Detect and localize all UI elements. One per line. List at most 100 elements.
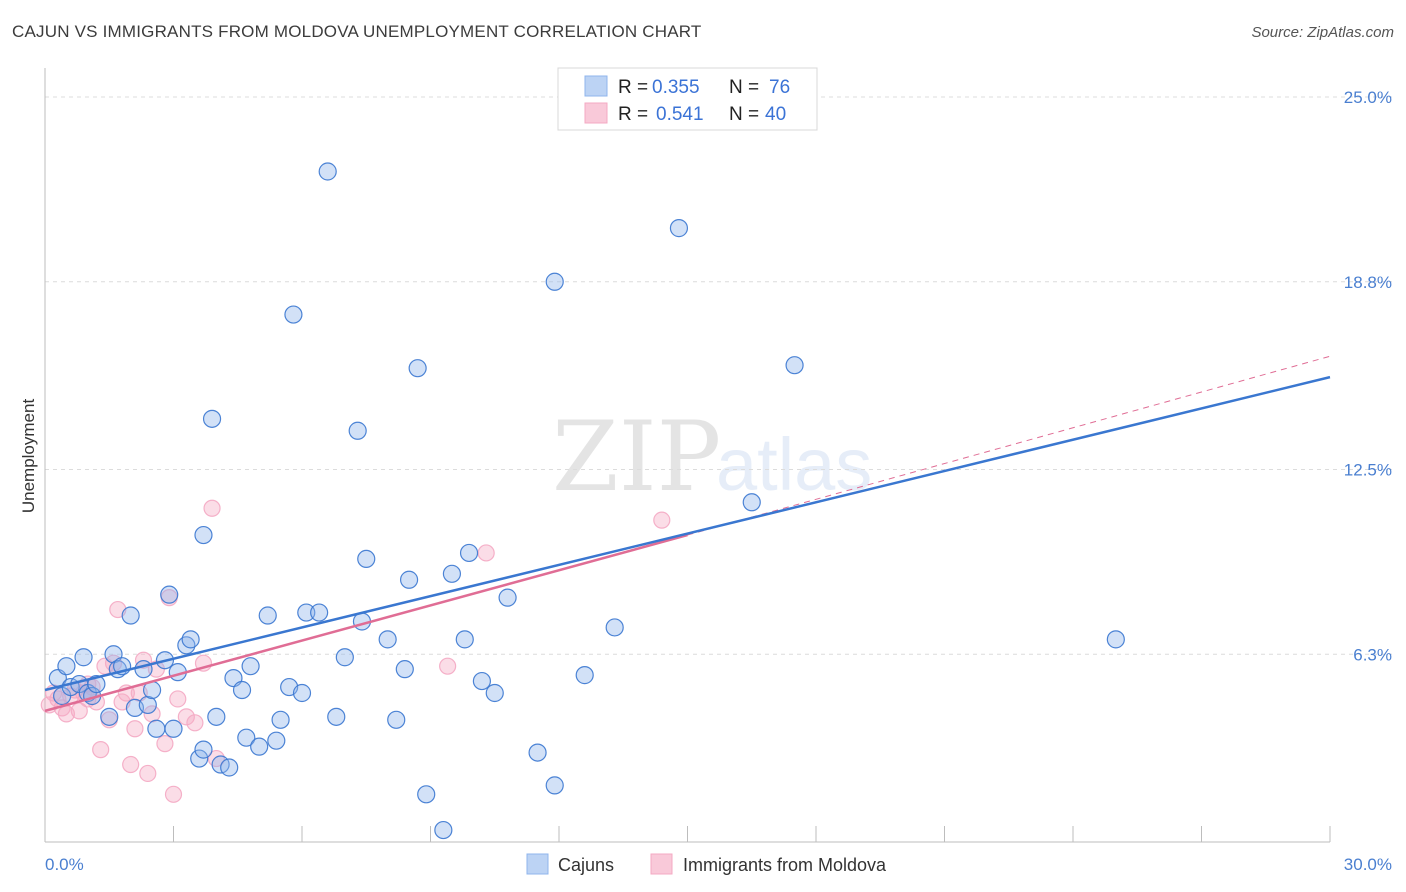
cajun-point-60: [459, 543, 479, 563]
watermark-zip: ZIP: [552, 401, 721, 513]
cajun-points: [48, 111, 1125, 840]
cajun-point-72: [785, 356, 804, 375]
cajun-point-44: [310, 603, 329, 622]
gridlines: [45, 96, 1392, 655]
moldova-regression-line: [44, 533, 688, 713]
x-tick-marks: [44, 826, 1331, 842]
moldova-point-38: [653, 511, 671, 529]
cajun-point-59: [455, 630, 474, 649]
cajun-point-66: [545, 272, 564, 291]
series-legend: Cajuns Immigrants from Moldova: [526, 853, 887, 875]
cajun-point-71: [742, 493, 761, 512]
cajun-point-16: [138, 695, 157, 715]
moldova-regression-dashed: [687, 355, 1331, 536]
cajun-point-50: [357, 549, 376, 569]
legend-r-label-1: R =: [618, 77, 648, 98]
bottom-legend-swatch-moldova: [650, 853, 673, 875]
moldova-point-27: [156, 735, 174, 753]
cajun-point-26: [194, 740, 213, 759]
cajun-point-36: [250, 737, 269, 756]
cajun-regression-line: [44, 375, 1331, 692]
cajun-point-29: [207, 707, 226, 726]
watermark: ZIP atlas: [552, 401, 872, 513]
moldova-point-20: [122, 755, 140, 774]
cajun-point-25: [190, 749, 209, 768]
cajun-point-18: [147, 719, 166, 738]
cajun-point-33: [232, 680, 252, 700]
cajun-point-45: [318, 162, 337, 181]
cajun-point-38: [267, 731, 286, 750]
cajun-point-28: [202, 409, 222, 428]
cajun-point-21: [164, 719, 183, 738]
moldova-point-36: [439, 657, 457, 675]
cajun-point-41: [284, 305, 303, 324]
y-tick-label-1: 12.5%: [1344, 461, 1392, 480]
bottom-legend-cajun: Cajuns: [558, 855, 614, 875]
cajun-point-37: [258, 606, 277, 625]
moldova-point-31: [177, 708, 195, 726]
cajun-point-2: [57, 657, 76, 676]
cajun-point-48: [348, 421, 367, 440]
cajun-point-63: [498, 588, 517, 607]
bottom-legend-swatch-cajun: [526, 853, 549, 875]
chart-title: CAJUN VS IMMIGRANTS FROM MOLDOVA UNEMPLO…: [12, 22, 702, 41]
cajun-point-53: [395, 660, 414, 679]
y-tick-labels: 6.3% 12.5% 18.8% 25.0%: [1344, 88, 1392, 664]
stats-legend: R = 0.355 N = 76 R = 0.541 N = 40: [557, 67, 818, 131]
moldova-point-7: [70, 702, 88, 720]
moldova-point-21: [126, 720, 144, 738]
moldova-point-13: [92, 741, 110, 759]
y-tick-label-3: 25.0%: [1344, 88, 1392, 107]
cajun-point-42: [292, 683, 312, 703]
cajun-point-57: [434, 820, 453, 840]
cajun-point-55: [408, 359, 427, 378]
legend-n-label-1: N =: [729, 77, 759, 98]
y-tick-label-0: 6.3%: [1353, 645, 1392, 664]
cajun-point-46: [327, 707, 346, 726]
cajun-point-31: [220, 758, 239, 777]
x-tick-label-max: 30.0%: [1344, 855, 1392, 874]
cajun-point-56: [417, 785, 436, 804]
cajun-point-15: [134, 660, 153, 679]
cajun-point-62: [485, 683, 504, 703]
regression-lines: [44, 355, 1331, 713]
cajun-point-24: [181, 630, 200, 649]
moldova-points: [40, 499, 671, 803]
y-axis-label: Unemployment: [19, 399, 38, 514]
cajun-point-27: [194, 525, 213, 545]
cajun-point-39: [271, 710, 290, 729]
source-label: Source: ZipAtlas.com: [1251, 24, 1394, 41]
cajun-point-9: [100, 707, 119, 726]
cajun-point-20: [160, 585, 179, 604]
x-tick-label-min: 0.0%: [45, 855, 84, 874]
moldova-point-37: [477, 544, 495, 562]
cajun-point-52: [387, 710, 406, 729]
moldova-point-34: [203, 499, 221, 517]
cajun-point-68: [575, 666, 594, 685]
cajun-point-58: [442, 564, 462, 583]
moldova-point-30: [169, 690, 187, 708]
cajun-point-47: [335, 648, 354, 667]
cajun-point-13: [121, 606, 140, 625]
watermark-atlas: atlas: [716, 423, 872, 506]
legend-r-label-2: R =: [618, 104, 648, 125]
cajun-point-5: [74, 648, 93, 667]
legend-n-value-1: 76: [769, 77, 790, 98]
cajun-point-54: [399, 570, 419, 589]
cajun-point-70: [669, 219, 689, 238]
legend-r-value-1: 0.355: [652, 77, 700, 98]
cajun-point-34: [237, 728, 256, 747]
cajun-point-69: [605, 618, 624, 637]
cajun-point-65: [545, 776, 564, 795]
cajun-point-51: [378, 630, 397, 649]
legend-swatch-cajun: [584, 75, 608, 97]
y-tick-label-2: 18.8%: [1344, 273, 1392, 292]
cajun-point-61: [472, 671, 491, 691]
legend-n-value-2: 40: [765, 104, 786, 125]
legend-swatch-moldova: [584, 102, 608, 124]
moldova-point-32: [186, 714, 204, 732]
cajun-point-64: [528, 743, 547, 762]
bottom-legend-moldova: Immigrants from Moldova: [683, 855, 887, 875]
moldova-point-29: [164, 785, 183, 803]
